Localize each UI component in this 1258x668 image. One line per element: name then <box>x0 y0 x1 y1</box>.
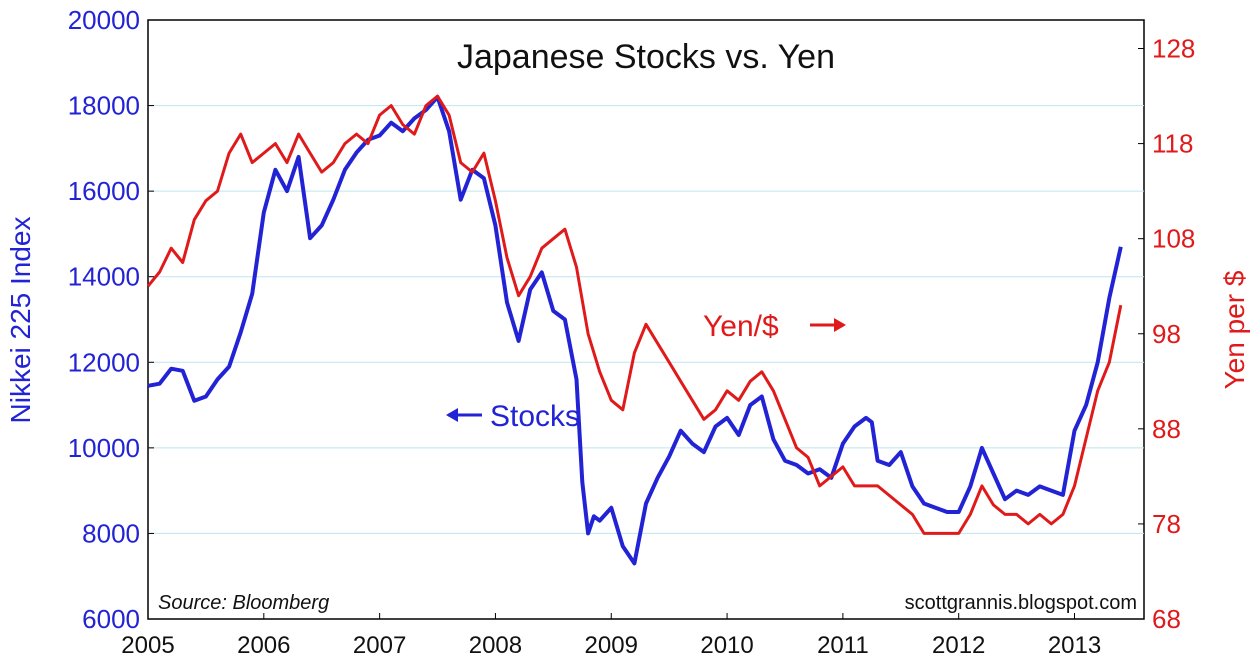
x-tick-label: 2010 <box>700 632 753 659</box>
y2-tick-label: 108 <box>1152 224 1195 254</box>
y-tick-label: 12000 <box>68 347 140 377</box>
right-axis: 68 78 88 98 108 118 128 <box>1138 34 1195 634</box>
y2-tick-label: 128 <box>1152 34 1195 64</box>
stocks-annotation: Stocks <box>446 400 580 433</box>
y2-tick-label: 88 <box>1152 414 1181 444</box>
plot-area <box>147 19 1145 620</box>
x-tick-label: 2011 <box>817 632 869 659</box>
y2-tick-label: 78 <box>1152 509 1181 539</box>
credit-note: scottgrannis.blogspot.com <box>905 592 1137 614</box>
x-tick-label: 2012 <box>932 632 985 659</box>
chart-title: Japanese Stocks vs. Yen <box>457 38 835 76</box>
source-note: Source: Bloomberg <box>158 592 329 614</box>
y-axis-label: Nikkei 225 Index <box>5 216 36 423</box>
x-tick-label: 2008 <box>469 632 522 659</box>
y-tick-label: 20000 <box>68 5 140 35</box>
right-arrow-icon <box>834 318 846 332</box>
y-tick-label: 14000 <box>68 262 140 292</box>
stocks-label: Stocks <box>490 400 580 433</box>
x-tick-label: 2005 <box>121 632 174 659</box>
x-tick-label: 2013 <box>1048 632 1101 659</box>
y2-axis-label: Yen per $ <box>1219 270 1250 389</box>
y2-tick-label: 118 <box>1152 129 1193 159</box>
x-tick-label: 2009 <box>585 632 638 659</box>
series-lines <box>146 94 1123 566</box>
grid <box>148 105 1144 534</box>
y2-tick-label: 98 <box>1152 319 1181 349</box>
left-arrow-icon <box>446 408 458 422</box>
x-axis: 2005 2006 2007 2008 2009 2010 2011 2012 2013 <box>121 613 1101 659</box>
y-tick-label: 6000 <box>82 604 140 634</box>
x-tick-label: 2006 <box>237 632 290 659</box>
y-tick-label: 18000 <box>68 91 140 121</box>
x-tick-label: 2007 <box>353 632 406 659</box>
y-tick-label: 10000 <box>68 433 140 463</box>
y2-tick-label: 68 <box>1152 604 1181 634</box>
yen-label: Yen/$ <box>703 310 779 343</box>
y-tick-label: 8000 <box>82 518 140 548</box>
left-axis: 6000 8000 10000 12000 14000 16000 18000 20000 <box>68 5 154 634</box>
y-tick-label: 16000 <box>68 176 140 206</box>
yen-annotation: Yen/$ <box>703 310 846 343</box>
stocks-series-line <box>147 95 1123 566</box>
yen-series-line <box>146 94 1123 535</box>
